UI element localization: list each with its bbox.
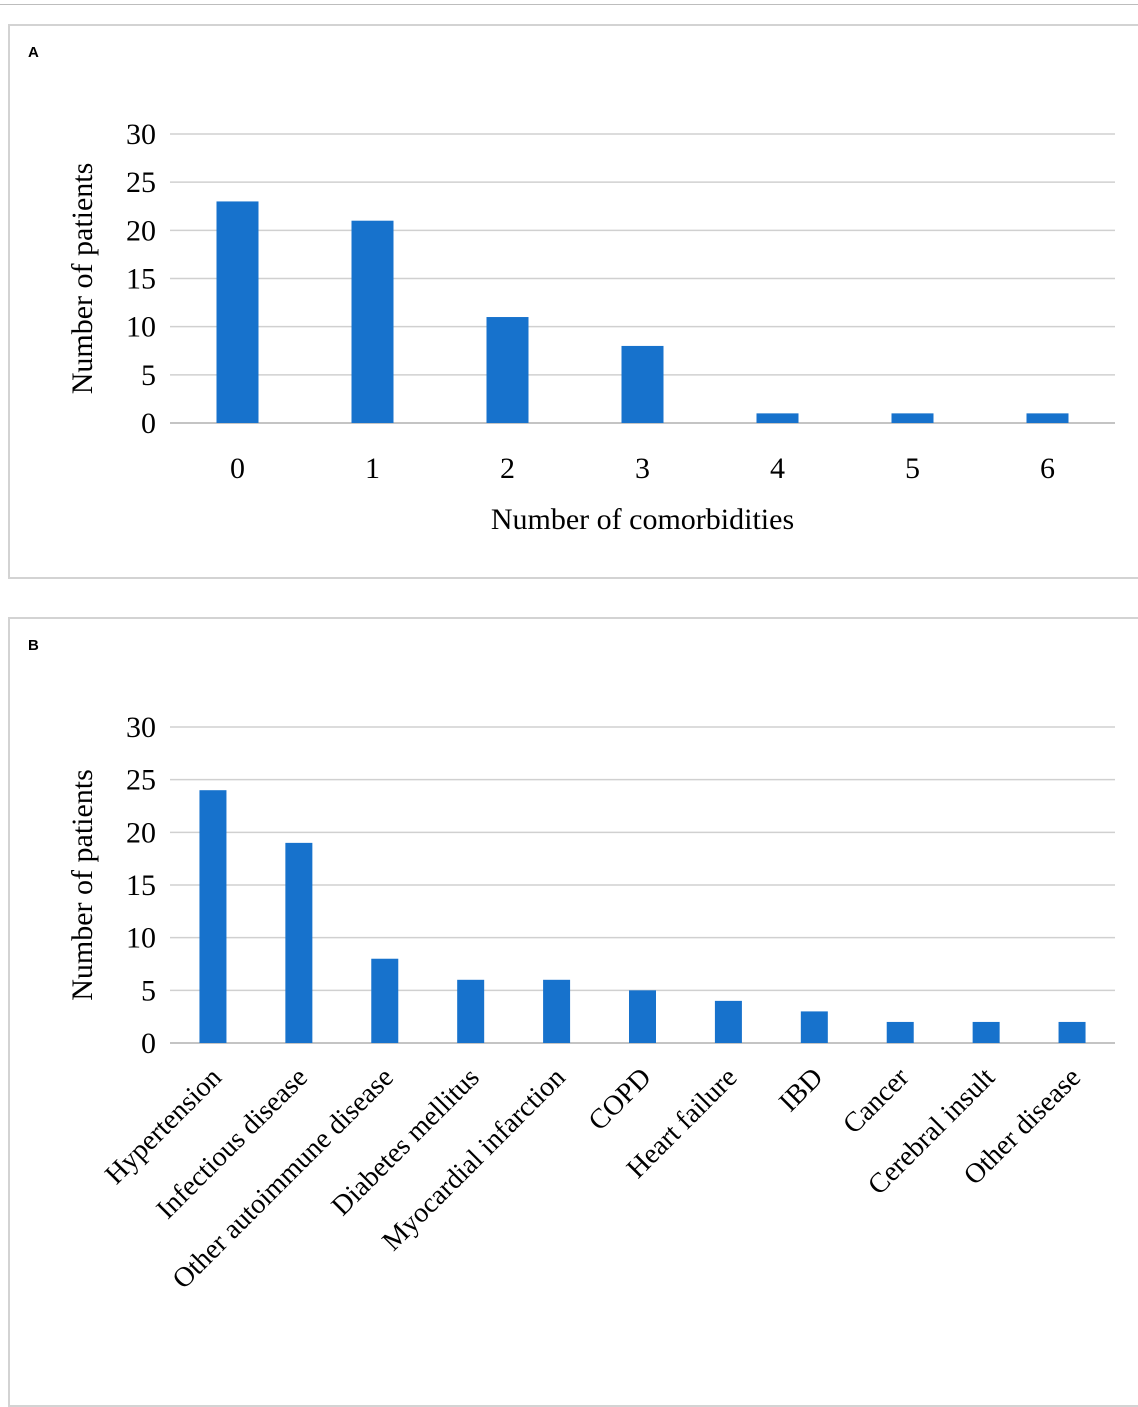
x-tick-label: IBD bbox=[773, 1062, 829, 1118]
bar bbox=[1026, 413, 1069, 423]
bar bbox=[886, 1021, 914, 1043]
x-tick-label: 4 bbox=[770, 452, 785, 485]
y-axis-label: Number of patients bbox=[66, 769, 99, 1001]
bar bbox=[543, 979, 571, 1043]
bar bbox=[800, 1011, 828, 1043]
bar bbox=[351, 220, 394, 423]
y-tick-label: 0 bbox=[141, 1027, 156, 1060]
y-tick-label: 20 bbox=[126, 816, 156, 849]
x-tick-label: 1 bbox=[365, 452, 380, 485]
bar bbox=[891, 413, 934, 423]
y-tick-label: 20 bbox=[126, 214, 156, 247]
x-tick-label: 5 bbox=[905, 452, 920, 485]
bar bbox=[457, 979, 485, 1043]
x-tick-label: Diabetes mellitus bbox=[326, 1062, 486, 1222]
x-tick-label: 3 bbox=[635, 452, 650, 485]
x-tick-label: Cancer bbox=[837, 1062, 915, 1140]
y-tick-label: 5 bbox=[141, 359, 156, 392]
x-axis-label: Number of comorbidities bbox=[491, 503, 794, 536]
y-tick-label: 5 bbox=[141, 974, 156, 1007]
x-tick-label: 6 bbox=[1040, 452, 1055, 485]
bar bbox=[216, 201, 259, 423]
y-tick-label: 25 bbox=[126, 764, 156, 797]
bar bbox=[756, 413, 799, 423]
y-tick-label: 0 bbox=[141, 407, 156, 440]
y-tick-label: 10 bbox=[126, 922, 156, 955]
bar bbox=[371, 958, 399, 1043]
x-tick-label: Infectious disease bbox=[151, 1062, 314, 1225]
x-tick-label: COPD bbox=[583, 1062, 658, 1137]
y-tick-label: 30 bbox=[126, 118, 156, 151]
bar bbox=[285, 842, 313, 1043]
panel-b: B 0 5 10 15 20 25 30 Number of patients Hyperten… bbox=[8, 617, 1138, 1407]
panel-b-label: B bbox=[28, 637, 39, 654]
bar bbox=[621, 345, 664, 423]
y-tick-label: 30 bbox=[126, 711, 156, 744]
y-axis-label: Number of patients bbox=[66, 163, 99, 395]
chart-a: 0 5 10 15 20 25 30 Number of patients 0 1 2 3 4 5 6 Num… bbox=[66, 118, 1115, 536]
y-tick-label: 15 bbox=[126, 869, 156, 902]
y-tick-label: 10 bbox=[126, 311, 156, 344]
y-tick-label: 25 bbox=[126, 166, 156, 199]
panel-a: A 0 5 10 15 20 25 30 Number of patients 0 1 2 3 4 5 6 N… bbox=[8, 24, 1138, 579]
top-rule bbox=[0, 4, 1138, 5]
bar bbox=[1058, 1021, 1086, 1043]
panel-a-label: A bbox=[28, 44, 39, 61]
bar bbox=[486, 317, 529, 423]
bar bbox=[199, 790, 227, 1043]
bar bbox=[629, 990, 656, 1043]
x-tick-label: 0 bbox=[230, 452, 245, 485]
bar bbox=[714, 1000, 742, 1043]
x-tick-label: 2 bbox=[500, 452, 515, 485]
y-tick-label: 15 bbox=[126, 263, 156, 296]
bar bbox=[972, 1021, 1000, 1043]
